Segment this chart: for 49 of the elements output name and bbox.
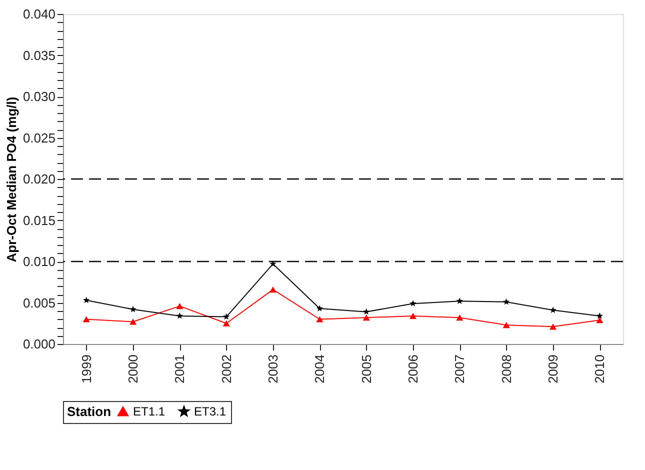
x-tick-label: 1999 <box>78 354 94 384</box>
point <box>269 286 277 293</box>
y-tick-label: 0.020 <box>22 172 56 186</box>
point <box>222 313 230 320</box>
y-tick-label: 0.035 <box>22 48 56 63</box>
point <box>316 316 324 322</box>
x-tick-label: 2004 <box>312 354 328 384</box>
point <box>362 314 370 321</box>
point <box>316 304 324 312</box>
x-tick-label: 2009 <box>546 354 560 384</box>
y-tick-label: 0.000 <box>22 336 56 352</box>
y-tick-label: 0.025 <box>22 130 56 146</box>
x-tick-label: 2010 <box>592 354 608 384</box>
x-tick-label: 2000 <box>126 354 140 384</box>
x-tick-label: 2007 <box>452 354 468 384</box>
x-tick-label: 2003 <box>266 354 280 384</box>
y-axis-title: Apr-Oct Median PO4 (mg/l) <box>4 96 19 262</box>
point <box>130 306 136 312</box>
y-tick-label: 0.030 <box>22 89 56 104</box>
legend-label: ET1.1 <box>133 404 166 418</box>
point <box>596 312 604 319</box>
y-tick-label: 0.015 <box>22 212 56 228</box>
x-tick-label: 2005 <box>358 354 374 384</box>
point <box>129 318 137 325</box>
point <box>410 300 416 306</box>
legend-label: ET3.1 <box>194 404 226 419</box>
point <box>270 260 276 267</box>
x-tick-label: 2006 <box>406 354 420 384</box>
point <box>596 317 604 324</box>
y-tick-label: 0.010 <box>22 254 56 269</box>
point <box>362 308 370 315</box>
x-tick-label: 2002 <box>218 354 234 384</box>
point <box>409 312 417 320</box>
point <box>176 312 184 319</box>
point <box>549 324 557 330</box>
point <box>82 296 90 304</box>
point <box>550 306 556 314</box>
y-tick-label: 0.040 <box>22 6 56 22</box>
point <box>502 298 510 305</box>
point <box>222 320 230 326</box>
point <box>456 314 464 321</box>
point <box>176 302 184 310</box>
legend-title: Station <box>67 404 112 419</box>
x-tick-label: 2001 <box>172 354 188 384</box>
point <box>502 322 510 328</box>
x-tick-label: 2008 <box>498 354 514 384</box>
point <box>82 316 90 322</box>
point <box>456 298 464 304</box>
y-tick-label: 0.005 <box>22 295 56 310</box>
